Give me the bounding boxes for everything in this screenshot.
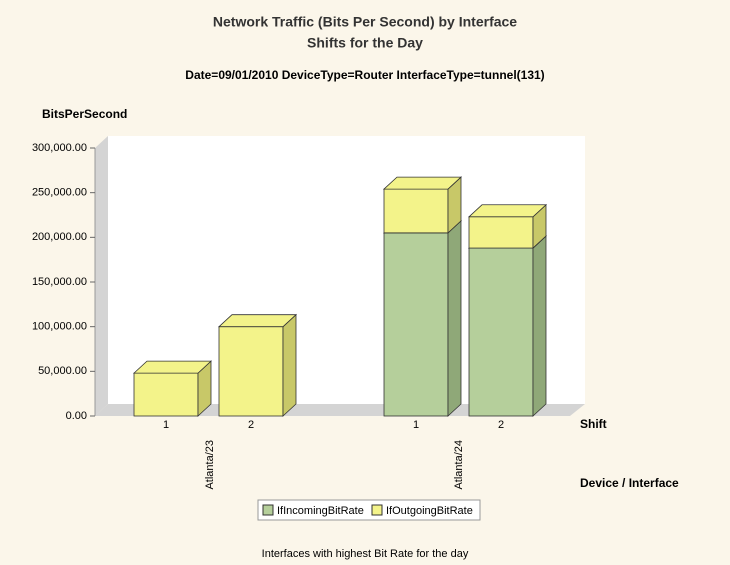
x-tick-label: 2 [498,419,504,431]
group-label: Atlanta/23 [204,440,216,490]
y-tick-label: 50,000.00 [38,365,87,377]
legend-label: IfIncomingBitRate [277,505,364,517]
bar [383,232,449,417]
y-tick-label: 150,000.00 [32,276,87,288]
bar [133,372,199,417]
bar-side [282,313,297,417]
y-tick-label: 200,000.00 [32,231,87,243]
bar [383,188,449,234]
left-wall [95,136,108,416]
bar-side [532,235,547,417]
bar-side [447,219,462,417]
y-axis-label: BitsPerSecond [42,107,127,121]
floor [95,404,585,416]
y-tick-label: 100,000.00 [32,321,87,333]
bar [218,326,284,417]
legend-label: IfOutgoingBitRate [386,505,473,517]
chart-title: Network Traffic (Bits Per Second) by Int… [213,14,517,30]
bar [468,216,534,249]
y-tick-label: 0.00 [66,410,87,422]
x-tick-label: 1 [163,419,169,431]
filter-text: Date=09/01/2010 DeviceType=Router Interf… [185,68,544,82]
bar-top [382,176,463,190]
chart-subtitle: Shifts for the Day [307,35,423,51]
y-tick-label: 250,000.00 [32,187,87,199]
legend [257,499,481,521]
x-axis-label: Shift [580,417,607,431]
group-label: Atlanta/24 [453,440,465,490]
bar-top [467,204,548,218]
x-tick-label: 2 [248,419,254,431]
footer: Interfaces with highest Bit Rate for the… [262,548,469,560]
y-tick-label: 300,000.00 [32,142,87,154]
x-tick-label: 1 [413,419,419,431]
group-axis-label: Device / Interface [580,476,679,490]
bar-top [132,360,213,374]
bar-top [217,314,298,328]
legend-swatch [371,504,383,516]
bar [468,247,534,417]
legend-swatch [262,504,274,516]
